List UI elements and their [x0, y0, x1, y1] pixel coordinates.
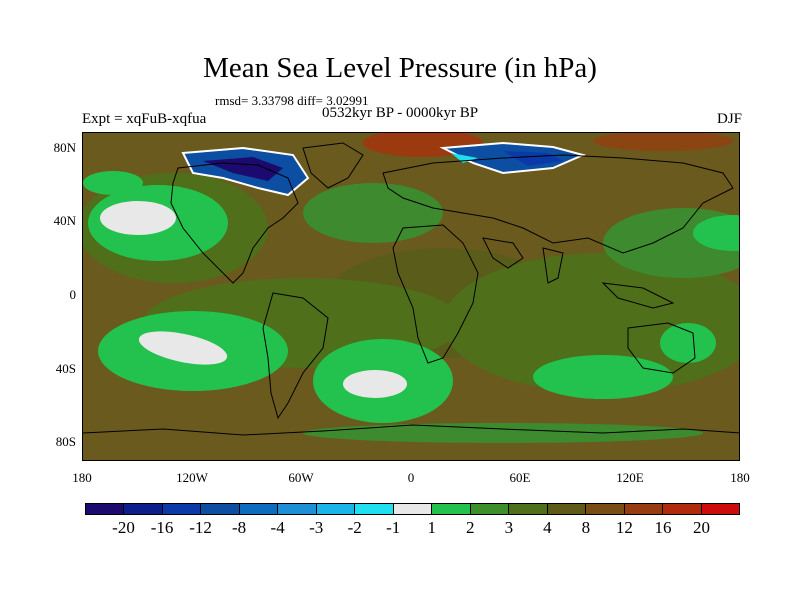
lon-tick-60e: 60E [509, 470, 531, 485]
legend-label: -2 [347, 518, 362, 537]
legend-box [509, 504, 548, 514]
legend-label: -16 [150, 518, 174, 537]
legend-box [239, 504, 279, 514]
legend-box [586, 504, 625, 514]
season-label: DJF [716, 111, 742, 127]
legend-label: -3 [309, 518, 324, 537]
legend-box [124, 504, 163, 514]
lon-tick-180e: 180 [730, 470, 750, 485]
legend-label: 16 [654, 518, 672, 537]
legend-label: -20 [112, 518, 135, 537]
chart-title: Mean Sea Level Pressure (in hPa) [203, 52, 597, 84]
legend-box [355, 504, 394, 514]
legend-label: 1 [427, 518, 437, 537]
legend-label: -1 [386, 518, 401, 537]
lat-tick-80s: 80S [55, 434, 76, 449]
legend-box [663, 504, 702, 514]
legend-label: -8 [232, 518, 247, 537]
lat-tick-40s: 40S [55, 361, 76, 376]
lon-tick-0: 0 [407, 470, 415, 485]
legend-label: -12 [189, 518, 212, 537]
lat-tick-0: 0 [69, 287, 77, 302]
legend-box [316, 504, 356, 514]
legend-label: 12 [615, 518, 633, 537]
legend-label: 2 [466, 518, 475, 537]
time-period: 0532kyr BP - 0000kyr BP [322, 105, 479, 121]
lat-tick-40n: 40N [53, 213, 76, 228]
legend-label: 4 [543, 518, 552, 537]
pressure-map [82, 132, 740, 461]
color-legend [85, 503, 740, 515]
lat-tick-80n: 80N [53, 140, 76, 155]
legend-label: 3 [504, 518, 514, 537]
legend-box [201, 504, 240, 514]
legend-box [432, 504, 471, 514]
legend-box [162, 504, 202, 514]
legend-box [624, 504, 664, 514]
pressure-field [83, 133, 739, 460]
legend-box [86, 504, 125, 514]
legend-box [470, 504, 510, 514]
legend-label: 20 [692, 518, 710, 537]
lon-tick-180w: 180 [72, 470, 92, 485]
legend-box [547, 504, 587, 514]
legend-label: 8 [581, 518, 591, 537]
legend-label: -4 [270, 518, 285, 537]
rmsd-diff-stats: rmsd= 3.33798 diff= 3.02991 [215, 93, 369, 108]
lon-tick-60w: 60W [288, 470, 314, 485]
experiment-label: Expt = xqFuB-xqfua [82, 111, 207, 127]
lon-tick-120w: 120W [176, 470, 208, 485]
legend-box [393, 504, 433, 514]
legend-box [701, 504, 739, 514]
legend-box [278, 504, 317, 514]
lon-tick-120e: 120E [616, 470, 644, 485]
